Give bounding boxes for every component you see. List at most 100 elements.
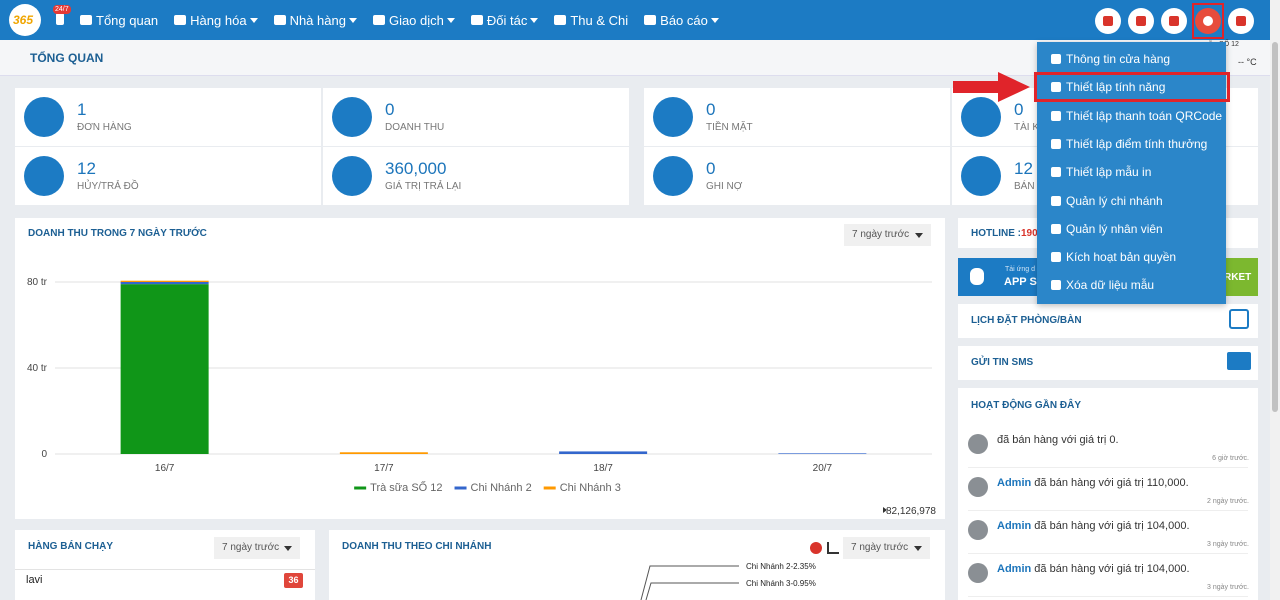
stat-icon	[332, 156, 372, 196]
nav-label: Hàng hóa	[190, 12, 247, 28]
activity-item: Admin đã bán hàng với giá trị 104,000. 3 …	[958, 516, 1258, 556]
nav-item[interactable]: Hàng hóa	[174, 12, 258, 28]
leader-line	[640, 565, 739, 600]
menu-item[interactable]: Thiết lập mẫu in	[1037, 158, 1226, 186]
sms-widget[interactable]: GỬI TIN SMS	[958, 346, 1258, 380]
user-button[interactable]	[1228, 8, 1254, 34]
stat-icon	[332, 97, 372, 137]
settings-button[interactable]	[1195, 8, 1221, 34]
stat-icon	[653, 97, 693, 137]
stat-icon	[24, 156, 64, 196]
logo[interactable]: 365	[9, 4, 41, 36]
nav-item[interactable]: Tổng quan	[80, 13, 158, 28]
product-name: lavi	[26, 574, 43, 586]
menu-item[interactable]: Quản lý nhân viên	[1037, 215, 1226, 243]
menu-item[interactable]: Thiết lập điểm tính thưởng	[1037, 130, 1226, 158]
divider	[968, 467, 1248, 468]
hotline-label: HOTLINE :	[971, 228, 1021, 239]
stat-label: ĐƠN HÀNG	[77, 122, 132, 133]
bar	[120, 280, 209, 282]
menu-item[interactable]: Kích hoạt bản quyền	[1037, 243, 1226, 271]
activity-time: 6 giờ trước.	[1212, 455, 1249, 462]
stat-label: GHI NỢ	[706, 181, 743, 192]
booking-widget[interactable]: LỊCH ĐẶT PHÒNG/BÀN	[958, 304, 1258, 338]
stat-card: 1 ĐƠN HÀNG	[15, 88, 321, 146]
x-tick-label: 20/7	[813, 463, 833, 474]
nav-item[interactable]: Báo cáo	[644, 13, 719, 28]
filter-select[interactable]: 7 ngày trước	[843, 537, 930, 559]
nav-icon	[644, 15, 657, 25]
nav-label: Thu & Chi	[570, 12, 629, 28]
nav-item[interactable]: Giao dịch	[372, 12, 455, 28]
banner-small: Tải ứng d	[1005, 266, 1035, 273]
nav-item[interactable]: Thu & Chi	[554, 13, 628, 28]
nav-item[interactable]: Đối tác	[470, 12, 539, 28]
menu-item[interactable]: Thiết lập thanh toán QRCode	[1037, 102, 1226, 130]
edit-button[interactable]	[1128, 8, 1154, 34]
x-tick-label: 16/7	[155, 463, 175, 474]
stat-value: 0	[385, 100, 395, 119]
menu-item[interactable]: Thiết lập tính năng	[1037, 73, 1226, 101]
nav-label: Báo cáo	[660, 12, 708, 28]
filter-select[interactable]: 7 ngày trước	[844, 224, 931, 246]
caret	[710, 17, 719, 23]
scroll-thumb[interactable]	[1272, 42, 1278, 412]
bar	[339, 452, 428, 454]
widget-title: GỬI TIN SMS	[971, 357, 1034, 368]
stat-value: 12	[77, 159, 96, 178]
activity-panel: HOẠT ĐỘNG GẦN ĐÂY đã bán hàng với giá tr…	[958, 388, 1258, 600]
y-tick-label: 40 tr	[27, 363, 48, 374]
menu-item[interactable]: Thông tin cửa hàng	[1037, 45, 1226, 73]
branch-revenue-panel: DOANH THU THEO CHI NHÁNH 7 ngày trước Ch…	[329, 530, 945, 600]
divider	[15, 569, 315, 570]
stat-card: 0 DOANH THU	[323, 88, 629, 146]
activity-text: đã bán hàng với giá trị 0.	[997, 434, 1119, 446]
activity-title: HOẠT ĐỘNG GẦN ĐÂY	[971, 400, 1081, 411]
nav-icon	[174, 15, 187, 25]
stat-card: 0 GHI NỢ	[644, 147, 950, 205]
caret	[348, 17, 357, 23]
stat-icon	[961, 156, 1001, 196]
nav-label: Giao dịch	[388, 12, 444, 28]
activity-text: Admin đã bán hàng với giá trị 104,000.	[997, 520, 1190, 532]
settings-dropdown: Thông tin cửa hàng Thiết lập tính năng Thi…	[1037, 42, 1226, 304]
revenue-panel: DOANH THU TRONG 7 NGÀY TRƯỚC 0 40 tr 80 tr…	[15, 218, 945, 519]
y-tick-label: 0	[41, 449, 47, 460]
nav-item[interactable]: Nhà hàng	[273, 13, 357, 28]
bar-icon[interactable]	[827, 542, 839, 554]
divider	[968, 510, 1248, 511]
scrollbar[interactable]	[1270, 0, 1280, 600]
cart-button[interactable]	[1095, 8, 1121, 34]
activity-time: 3 ngày trước.	[1207, 541, 1249, 548]
caret	[249, 17, 258, 23]
icon	[1203, 16, 1213, 26]
menu-item[interactable]: Xóa dữ liệu mẫu	[1037, 271, 1226, 299]
apple-icon	[970, 268, 984, 285]
nav-label: Đối tác	[486, 12, 528, 28]
icon	[1103, 16, 1113, 26]
bar	[559, 451, 648, 454]
stat-value: 0	[706, 159, 716, 178]
filter-select[interactable]: 7 ngày trước	[214, 537, 300, 559]
pie-icon[interactable]	[810, 542, 822, 554]
activity-icon	[968, 434, 988, 454]
weather: -- °C	[1238, 57, 1257, 67]
red-arrow	[953, 72, 1030, 102]
chart: DOANH THU TRONG 7 NGÀY TRƯỚC 0 40 tr 80 tr…	[27, 226, 936, 517]
activity-desc: đã bán hàng với giá trị 104,000.	[1034, 520, 1190, 532]
activity-text: Admin đã bán hàng với giá trị 104,000.	[997, 563, 1190, 575]
highlight-box	[1192, 3, 1224, 39]
divider	[968, 553, 1248, 554]
stat-label: TÀI K	[1014, 122, 1040, 133]
phone-icon[interactable]	[56, 13, 64, 25]
location-button[interactable]	[1161, 8, 1187, 34]
bar	[120, 282, 209, 285]
icon	[1169, 16, 1179, 26]
divider	[968, 596, 1248, 597]
legend-label: Trà sữa SỐ 12	[370, 480, 442, 494]
menu-item[interactable]: Quản lý chi nhánh	[1037, 187, 1226, 215]
banner-title: APP S	[1004, 276, 1037, 288]
nav-label: Tổng quan	[96, 12, 159, 28]
filter-label: 7 ngày trước	[852, 229, 910, 240]
x-tick-label: 18/7	[593, 463, 613, 474]
